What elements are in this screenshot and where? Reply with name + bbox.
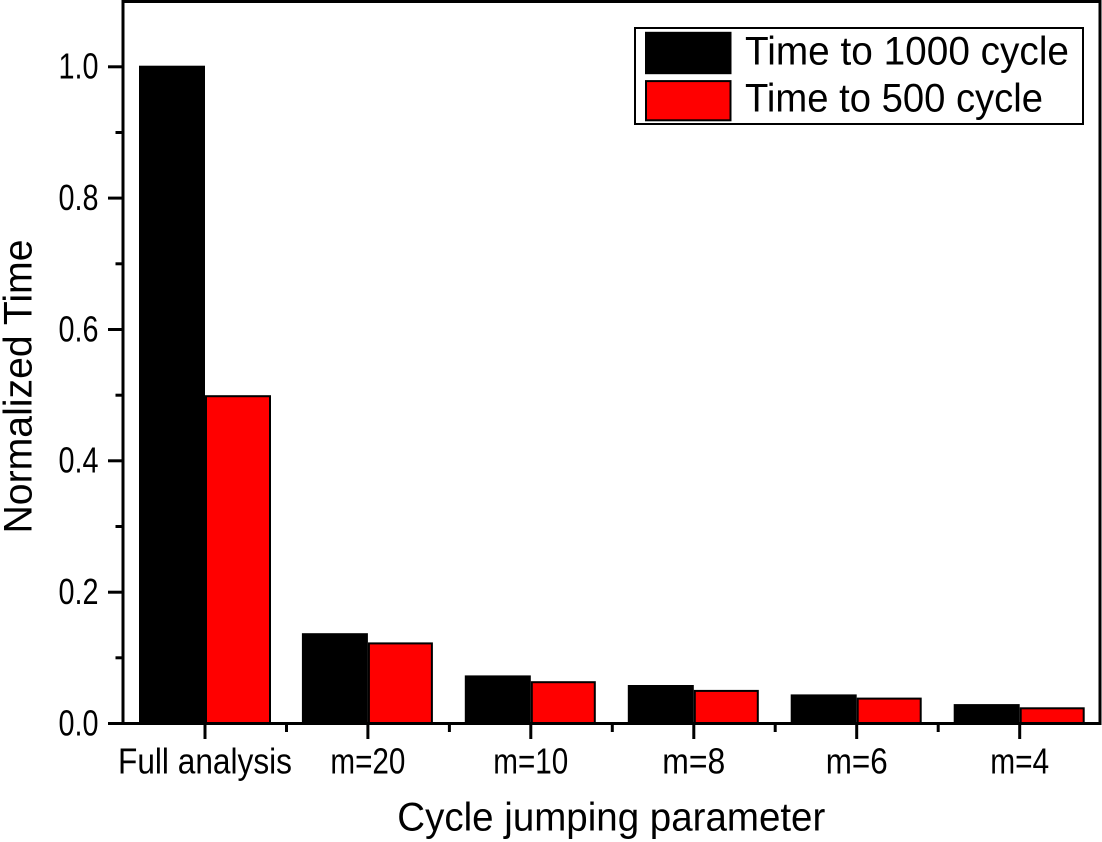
svg-text:m=4: m=4 bbox=[990, 741, 1049, 782]
svg-text:0.8: 0.8 bbox=[59, 177, 99, 218]
svg-text:0.2: 0.2 bbox=[59, 571, 99, 612]
svg-text:Time to 1000 cycle: Time to 1000 cycle bbox=[745, 30, 1069, 74]
svg-text:m=6: m=6 bbox=[826, 741, 888, 782]
svg-text:Time to 500 cycle: Time to 500 cycle bbox=[745, 77, 1043, 121]
svg-text:Cycle jumping parameter: Cycle jumping parameter bbox=[397, 796, 825, 840]
svg-text:0.0: 0.0 bbox=[59, 702, 99, 743]
svg-text:1.0: 1.0 bbox=[59, 46, 99, 87]
svg-text:m=10: m=10 bbox=[493, 741, 568, 782]
svg-text:Normalized Time: Normalized Time bbox=[0, 240, 41, 534]
svg-text:Full analysis: Full analysis bbox=[118, 741, 292, 782]
svg-text:m=20: m=20 bbox=[330, 741, 405, 782]
svg-text:0.6: 0.6 bbox=[59, 308, 99, 349]
svg-text:m=8: m=8 bbox=[662, 741, 725, 782]
svg-text:0.4: 0.4 bbox=[59, 440, 99, 481]
